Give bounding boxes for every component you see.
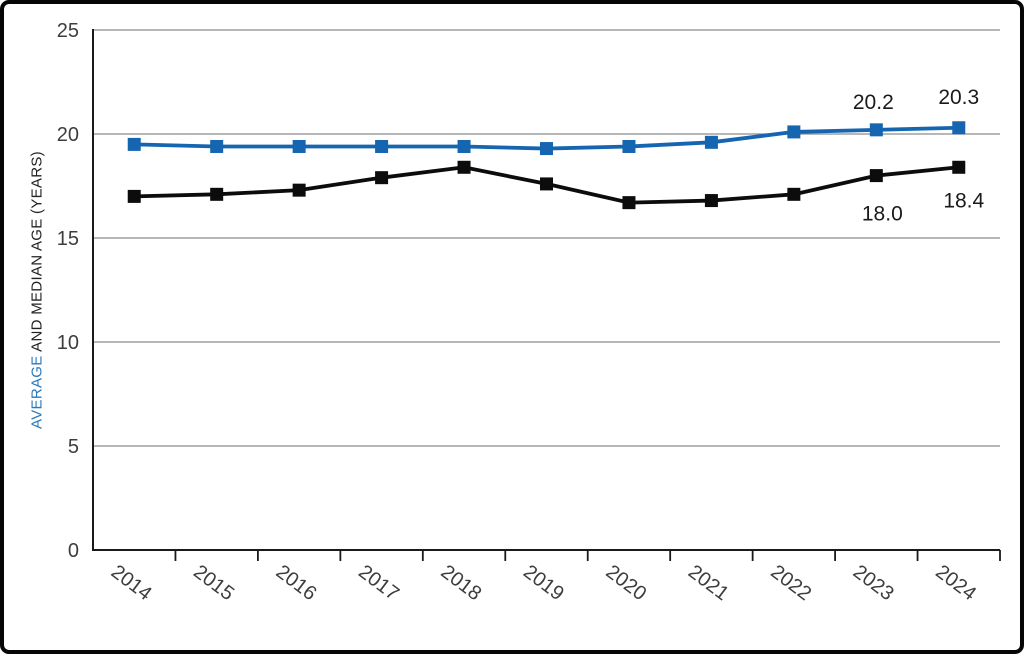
x-tick-label: 2020 bbox=[602, 561, 651, 605]
y-axis-title-average: AVERAGE bbox=[28, 355, 46, 429]
average-age-marker bbox=[292, 139, 306, 153]
median-age-marker bbox=[869, 169, 883, 183]
average-age-marker bbox=[540, 142, 553, 156]
data-label: 18.0 bbox=[862, 203, 903, 226]
median-age-marker bbox=[292, 183, 306, 197]
median-age-marker bbox=[457, 160, 471, 174]
average-age-marker bbox=[704, 135, 718, 149]
y-axis-title-rest: AND MEDIAN AGE (YEARS) bbox=[28, 151, 46, 356]
median-age-marker bbox=[787, 187, 801, 201]
average-age-marker bbox=[457, 139, 471, 153]
x-tick-label: 2015 bbox=[189, 561, 238, 605]
data-label: 20.2 bbox=[853, 91, 894, 114]
y-tick-label: 15 bbox=[57, 228, 79, 250]
x-tick-label: 2016 bbox=[272, 561, 321, 605]
x-tick-label: 2021 bbox=[684, 561, 733, 605]
median-age-marker bbox=[210, 187, 224, 201]
y-tick-label: 25 bbox=[57, 20, 79, 42]
y-tick-label: 5 bbox=[68, 436, 79, 458]
x-tick-label: 2019 bbox=[519, 561, 568, 605]
y-axis-title: AVERAGE AND MEDIAN AGE (YEARS) bbox=[29, 151, 46, 429]
average-age-marker bbox=[787, 125, 801, 139]
x-tick-label: 2023 bbox=[849, 561, 898, 605]
line-chart: 0 5 10 15 20 25 2014 2015 2016 2017 2018 2019 2020 20… bbox=[57, 20, 1001, 605]
data-label: 20.3 bbox=[938, 86, 979, 109]
average-age-marker bbox=[375, 139, 389, 153]
x-tick-label: 2017 bbox=[354, 561, 403, 605]
data-label: 18.4 bbox=[943, 189, 984, 212]
average-age-marker bbox=[127, 137, 141, 151]
x-tick-label: 2014 bbox=[107, 561, 156, 605]
y-tick-label: 20 bbox=[57, 124, 79, 146]
y-tick-label: 10 bbox=[57, 332, 79, 354]
median-age-marker bbox=[622, 196, 636, 210]
average-age-marker bbox=[952, 121, 966, 135]
average-age-marker bbox=[869, 123, 883, 137]
y-tick-label: 0 bbox=[68, 540, 79, 562]
average-age-marker bbox=[622, 139, 636, 153]
median-age-marker bbox=[540, 177, 553, 191]
average-age-marker bbox=[210, 139, 224, 153]
median-age-marker bbox=[704, 194, 718, 208]
x-tick-label: 2024 bbox=[931, 561, 980, 605]
x-tick-label: 2018 bbox=[437, 561, 486, 605]
median-age-marker bbox=[952, 160, 966, 174]
median-age-marker bbox=[375, 171, 389, 185]
median-age-marker bbox=[127, 189, 141, 203]
x-tick-label: 2022 bbox=[766, 561, 815, 605]
